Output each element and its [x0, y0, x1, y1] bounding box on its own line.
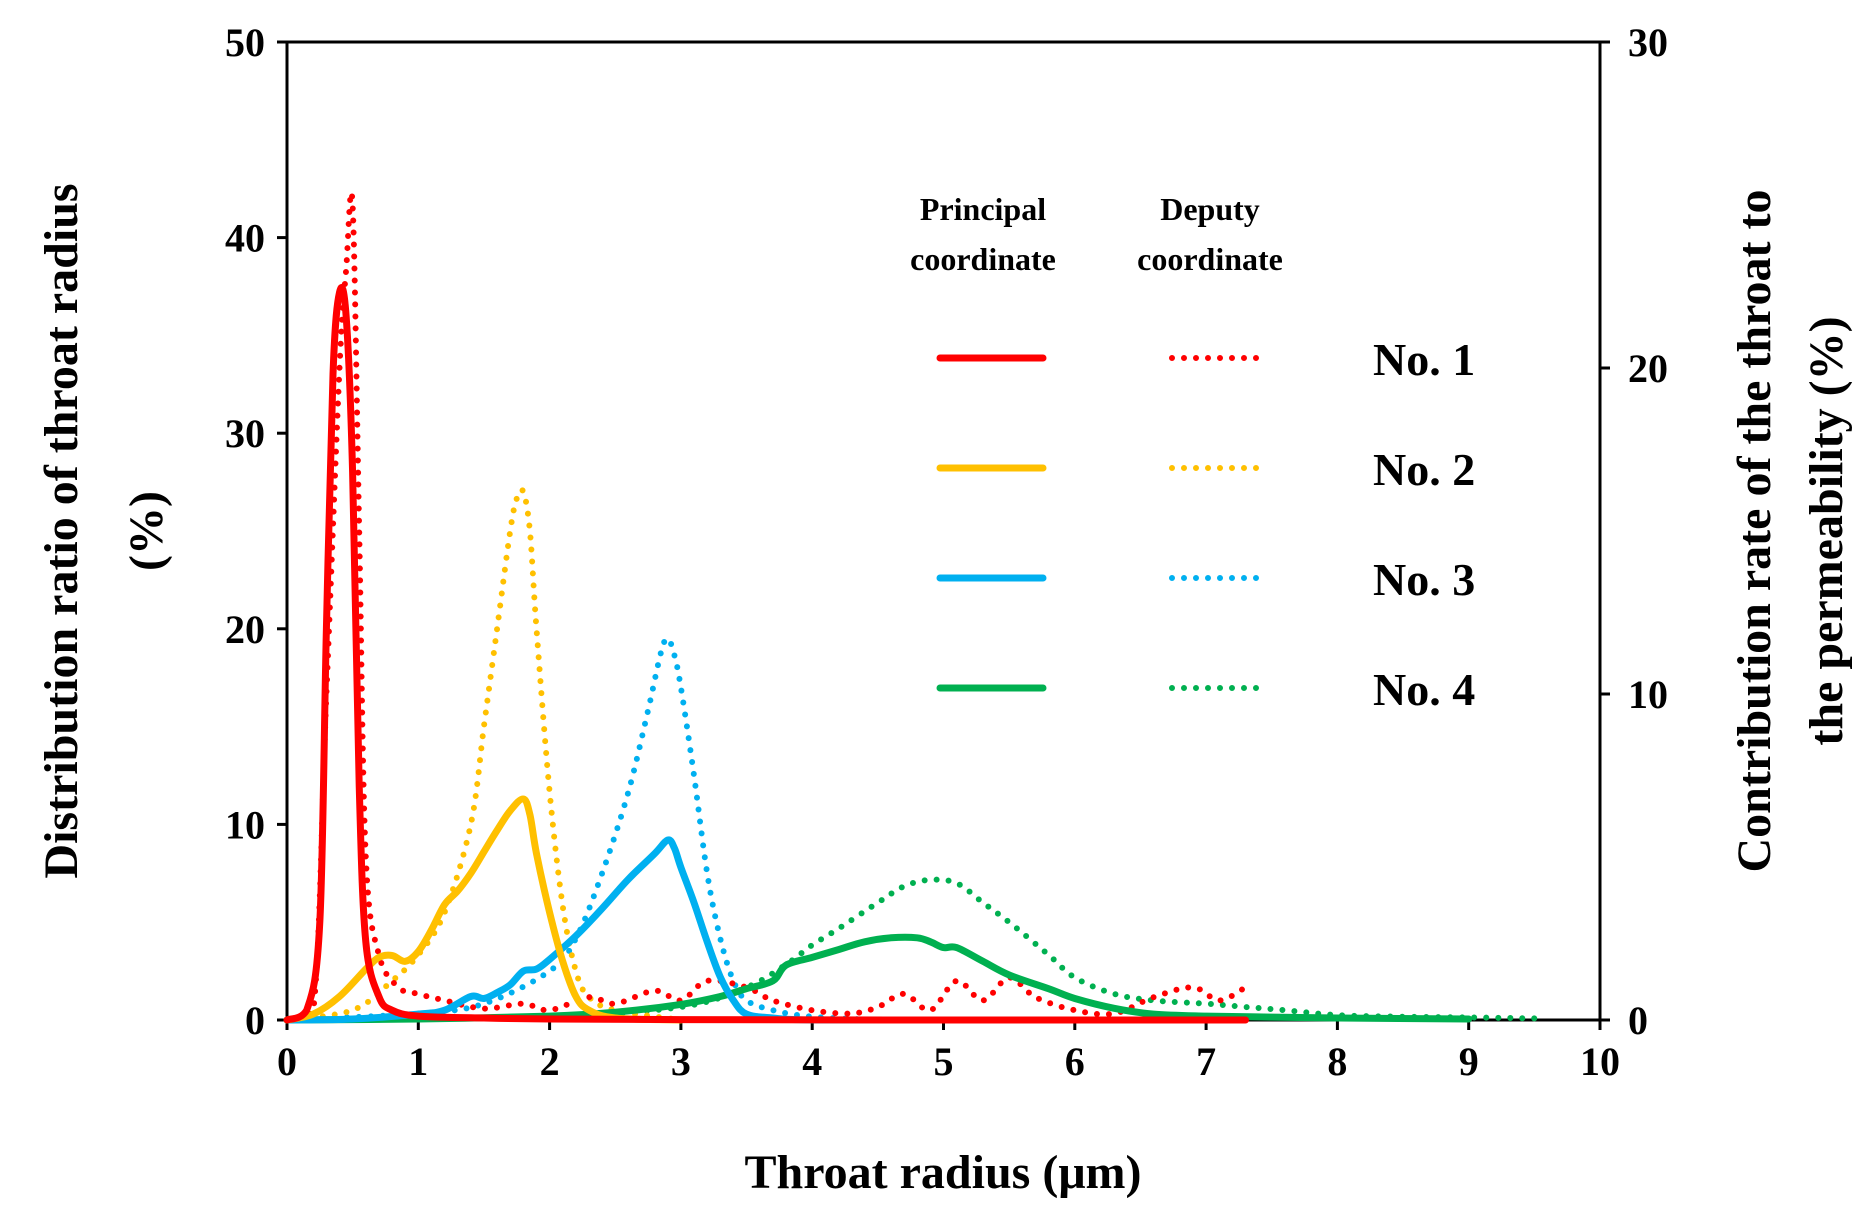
plot-area	[285, 40, 1602, 1022]
y-right-axis-title-line-2: the permeability (%)	[1800, 316, 1853, 745]
y-right-axis-title: Contribution rate of the throat to the p…	[1728, 189, 1853, 872]
x-tick-label: 2	[540, 1039, 560, 1084]
x-tick-label: 4	[802, 1039, 822, 1084]
legend-rows: No. 1 No. 2 No. 3 No. 4	[936, 334, 1475, 715]
y-left-tick-label: 30	[225, 411, 265, 456]
y-right-tick-label: 0	[1628, 998, 1648, 1043]
x-axis-title: Throat radius (μm)	[744, 1146, 1141, 1199]
x-tick-label: 5	[934, 1039, 954, 1084]
series-no-3-principal-line	[283, 836, 947, 1024]
y-left-tick-label: 10	[225, 802, 265, 847]
legend-deputy-header-line-2: coordinate	[1137, 241, 1283, 277]
legend-deputy-header-line-1: Deputy	[1160, 191, 1260, 227]
y-left-tick-label: 50	[225, 20, 265, 65]
y-left-tick-label: 20	[225, 607, 265, 652]
legend-principal-header-line-1: Principal	[920, 191, 1046, 227]
y-left-axis-ticks: 0 10 20 30 40 50	[225, 20, 287, 1043]
series-no-1-principal-line	[283, 284, 1249, 1024]
y-left-axis-title-line-2: (%)	[120, 491, 173, 571]
series-lines	[283, 189, 1538, 1024]
legend-principal-header-line-2: coordinate	[910, 241, 1056, 277]
x-tick-label: 1	[408, 1039, 428, 1084]
y-right-tick-label: 30	[1628, 20, 1668, 65]
x-tick-label: 6	[1065, 1039, 1085, 1084]
x-tick-label: 9	[1459, 1039, 1479, 1084]
x-tick-label: 8	[1327, 1039, 1347, 1084]
legend-no-1-label: No. 1	[1373, 334, 1475, 385]
y-left-axis-title: Distribution ratio of throat radius (%)	[35, 183, 173, 878]
x-tick-label: 3	[671, 1039, 691, 1084]
series-no-2-principal-line	[283, 795, 685, 1024]
y-right-tick-label: 20	[1628, 346, 1668, 391]
y-right-axis-title-line-1: Contribution rate of the throat to	[1728, 189, 1781, 872]
x-tick-label: 7	[1196, 1039, 1216, 1084]
x-tick-label: 0	[277, 1039, 297, 1084]
series-no-4-principal-line	[283, 933, 1473, 1024]
series-no-3-deputy-line	[284, 635, 881, 1023]
y-right-axis-ticks: 0 10 20 30	[1600, 20, 1668, 1043]
series-no-2-deputy-line	[284, 486, 684, 1023]
legend-no-2-label: No. 2	[1373, 444, 1475, 495]
x-tick-label: 10	[1580, 1039, 1620, 1084]
legend-no-4-label: No. 4	[1373, 664, 1475, 715]
y-left-tick-label: 0	[245, 998, 265, 1043]
y-left-tick-label: 40	[225, 216, 265, 261]
y-right-tick-label: 10	[1628, 672, 1668, 717]
legend: Principal coordinate Deputy coordinate N…	[910, 191, 1475, 715]
legend-no-3-label: No. 3	[1373, 554, 1475, 605]
x-axis-ticks: 0 1 2 3 4 5 6 7 8 9 10	[277, 1020, 1620, 1084]
y-left-axis-title-line-1: Distribution ratio of throat radius	[35, 183, 88, 878]
